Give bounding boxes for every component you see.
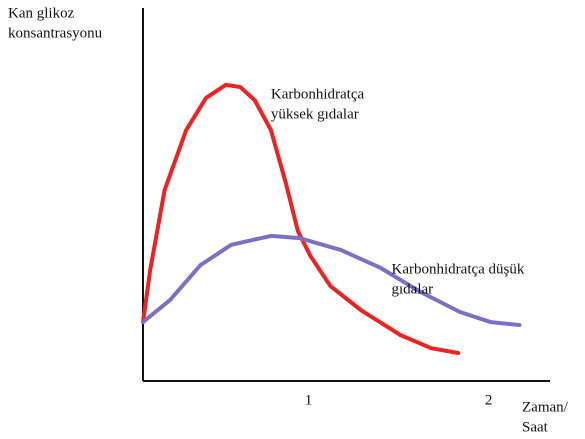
y-axis-label: Kan glikoz <box>8 5 75 21</box>
x-axis-label: Zaman/ <box>522 399 569 415</box>
series-label: Karbonhidratça düşük <box>392 261 525 277</box>
line <box>141 233 522 328</box>
x-tick-label: 1 <box>305 392 313 408</box>
line <box>141 82 461 356</box>
y-axis-label: konsantrasyonu <box>8 25 103 41</box>
series-label: yüksek gıdalar <box>271 106 359 122</box>
series-label: Karbonhidratça <box>271 86 365 102</box>
x-axis-label: Saat <box>522 419 549 435</box>
series-label: gıdalar <box>392 281 434 297</box>
x-tick-label: 2 <box>485 392 493 408</box>
